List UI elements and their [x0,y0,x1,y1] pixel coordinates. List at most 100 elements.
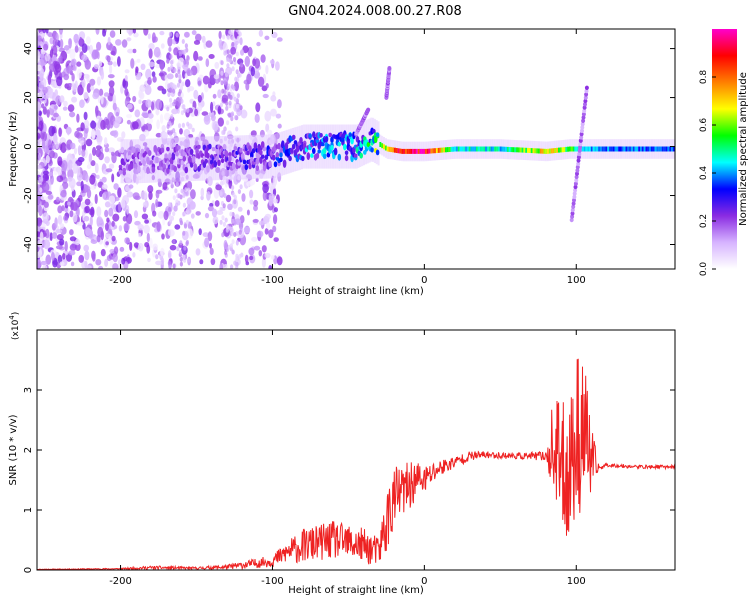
spectrogram-noise [108,86,115,97]
spectrogram-noise [55,141,59,150]
spectrogram-noise [185,219,189,225]
spectrogram-noise [241,193,246,202]
spectrogram-noise [43,43,49,51]
spectrogram-band-core [483,146,486,152]
spectrogram-band-cell [206,152,210,159]
spectrogram-noise [270,255,275,260]
spectrogram-band-core [550,148,553,154]
spectrogram-noise [48,87,53,98]
spectrogram-band-core [600,146,602,152]
spectrogram-noise [51,80,57,88]
spectrogram-band-core [528,148,531,153]
spectrogram-noise [182,63,189,70]
spectrogram-band-cell [273,161,278,168]
spectrogram-band-core [415,148,418,154]
spectrogram-noise [45,220,50,227]
spectrogram-noise [96,135,103,143]
spectrogram-noise [126,103,133,110]
spectrogram-noise [54,217,58,229]
spectrogram-noise [46,109,50,118]
spectrogram-noise [186,55,190,61]
spectrogram-band-core [576,146,579,152]
spectrogram-noise [80,180,84,191]
spectrogram-noise [85,174,89,183]
spectrogram-noise [52,134,58,144]
spectrogram-band-core [654,146,657,152]
spectrogram-band-cell [166,167,170,174]
spectrogram-band-core [521,147,524,153]
spectrogram-noise [178,73,182,79]
spectrogram-noise [228,58,232,64]
spectrogram-noise [175,32,179,38]
spectrogram-noise [109,30,116,38]
spectrogram-band-cell [284,142,289,151]
spectrogram-noise [155,109,160,116]
spectrogram-noise [105,168,113,173]
spectrogram-band-cell [228,155,232,162]
spectrogram-streak [580,128,584,133]
spectrogram-noise [77,84,84,96]
spectrogram-band-core [496,146,499,152]
spectrogram-noise [88,44,94,55]
spectrogram-streak [571,201,576,206]
spectrogram-band-cell [310,153,314,158]
spectrogram-noise [220,60,224,66]
spectrogram-noise [219,262,223,269]
spectrogram-noise [266,129,273,135]
spectrogram-noise [76,68,82,79]
spectrogram-band-core [412,148,415,154]
spectrogram-noise [272,176,278,186]
spectrogram-band-core [519,147,522,153]
spectrogram-band-cell [260,141,265,148]
spectrogram-noise [83,244,89,252]
spectrogram-noise [125,213,133,225]
spectrogram-noise [58,55,63,63]
spectrogram-noise [141,213,149,220]
spectrogram-band-core [614,146,617,152]
spectrogram-noise [209,242,212,249]
colorbar-tick-label: 0.2 [699,214,709,228]
spectrogram-noise [205,58,210,68]
spectrogram-band-core [603,146,606,152]
spectrogram-noise [124,75,128,82]
spectrogram-noise [254,113,260,123]
spectrogram-band-core [492,146,495,152]
spectrogram-noise [235,115,239,121]
spectrogram-band-core [523,147,526,153]
spectrogram-noise [186,71,191,77]
spectrogram-noise [177,102,181,108]
spectrogram-streak [575,171,579,176]
spectrogram-noise [209,247,214,255]
spectrogram-band-core [651,146,653,152]
spectrogram-band-core [450,146,453,152]
spectrogram-band-core [481,146,484,152]
spectrogram-noise [151,71,156,78]
spectrogram-noise [223,50,227,56]
spectrogram-noise [262,93,269,99]
spectrogram-noise [236,93,240,99]
spectrogram-band-cell [193,163,198,171]
spectrogram-band-core [543,148,546,154]
spectrogram-noise [180,188,184,194]
spectrogram-noise [111,220,115,227]
spectrogram-band-core [461,146,464,152]
spectrogram-band-cell [312,131,316,139]
spectrogram-noise [38,81,45,91]
spectrogram-noise [113,246,119,255]
spectrogram-streak [573,181,578,186]
spectrogram-noise [137,223,144,231]
spectrogram-band-core [505,146,508,152]
spectrogram-noise [172,88,176,94]
spectrogram-noise [84,205,90,214]
spectrogram-noise [66,126,71,136]
spectrogram-band-cell [282,160,287,168]
spectrogram-band-cell [204,158,208,164]
spectrogram-noise [239,37,243,46]
spectrogram-band-cell [195,147,199,155]
spectrogram-noise [126,37,132,42]
spectrogram-noise [74,130,80,138]
spectrogram-noise [67,176,73,182]
spectrogram-noise [172,239,176,245]
spectrogram-band-core [439,147,442,153]
